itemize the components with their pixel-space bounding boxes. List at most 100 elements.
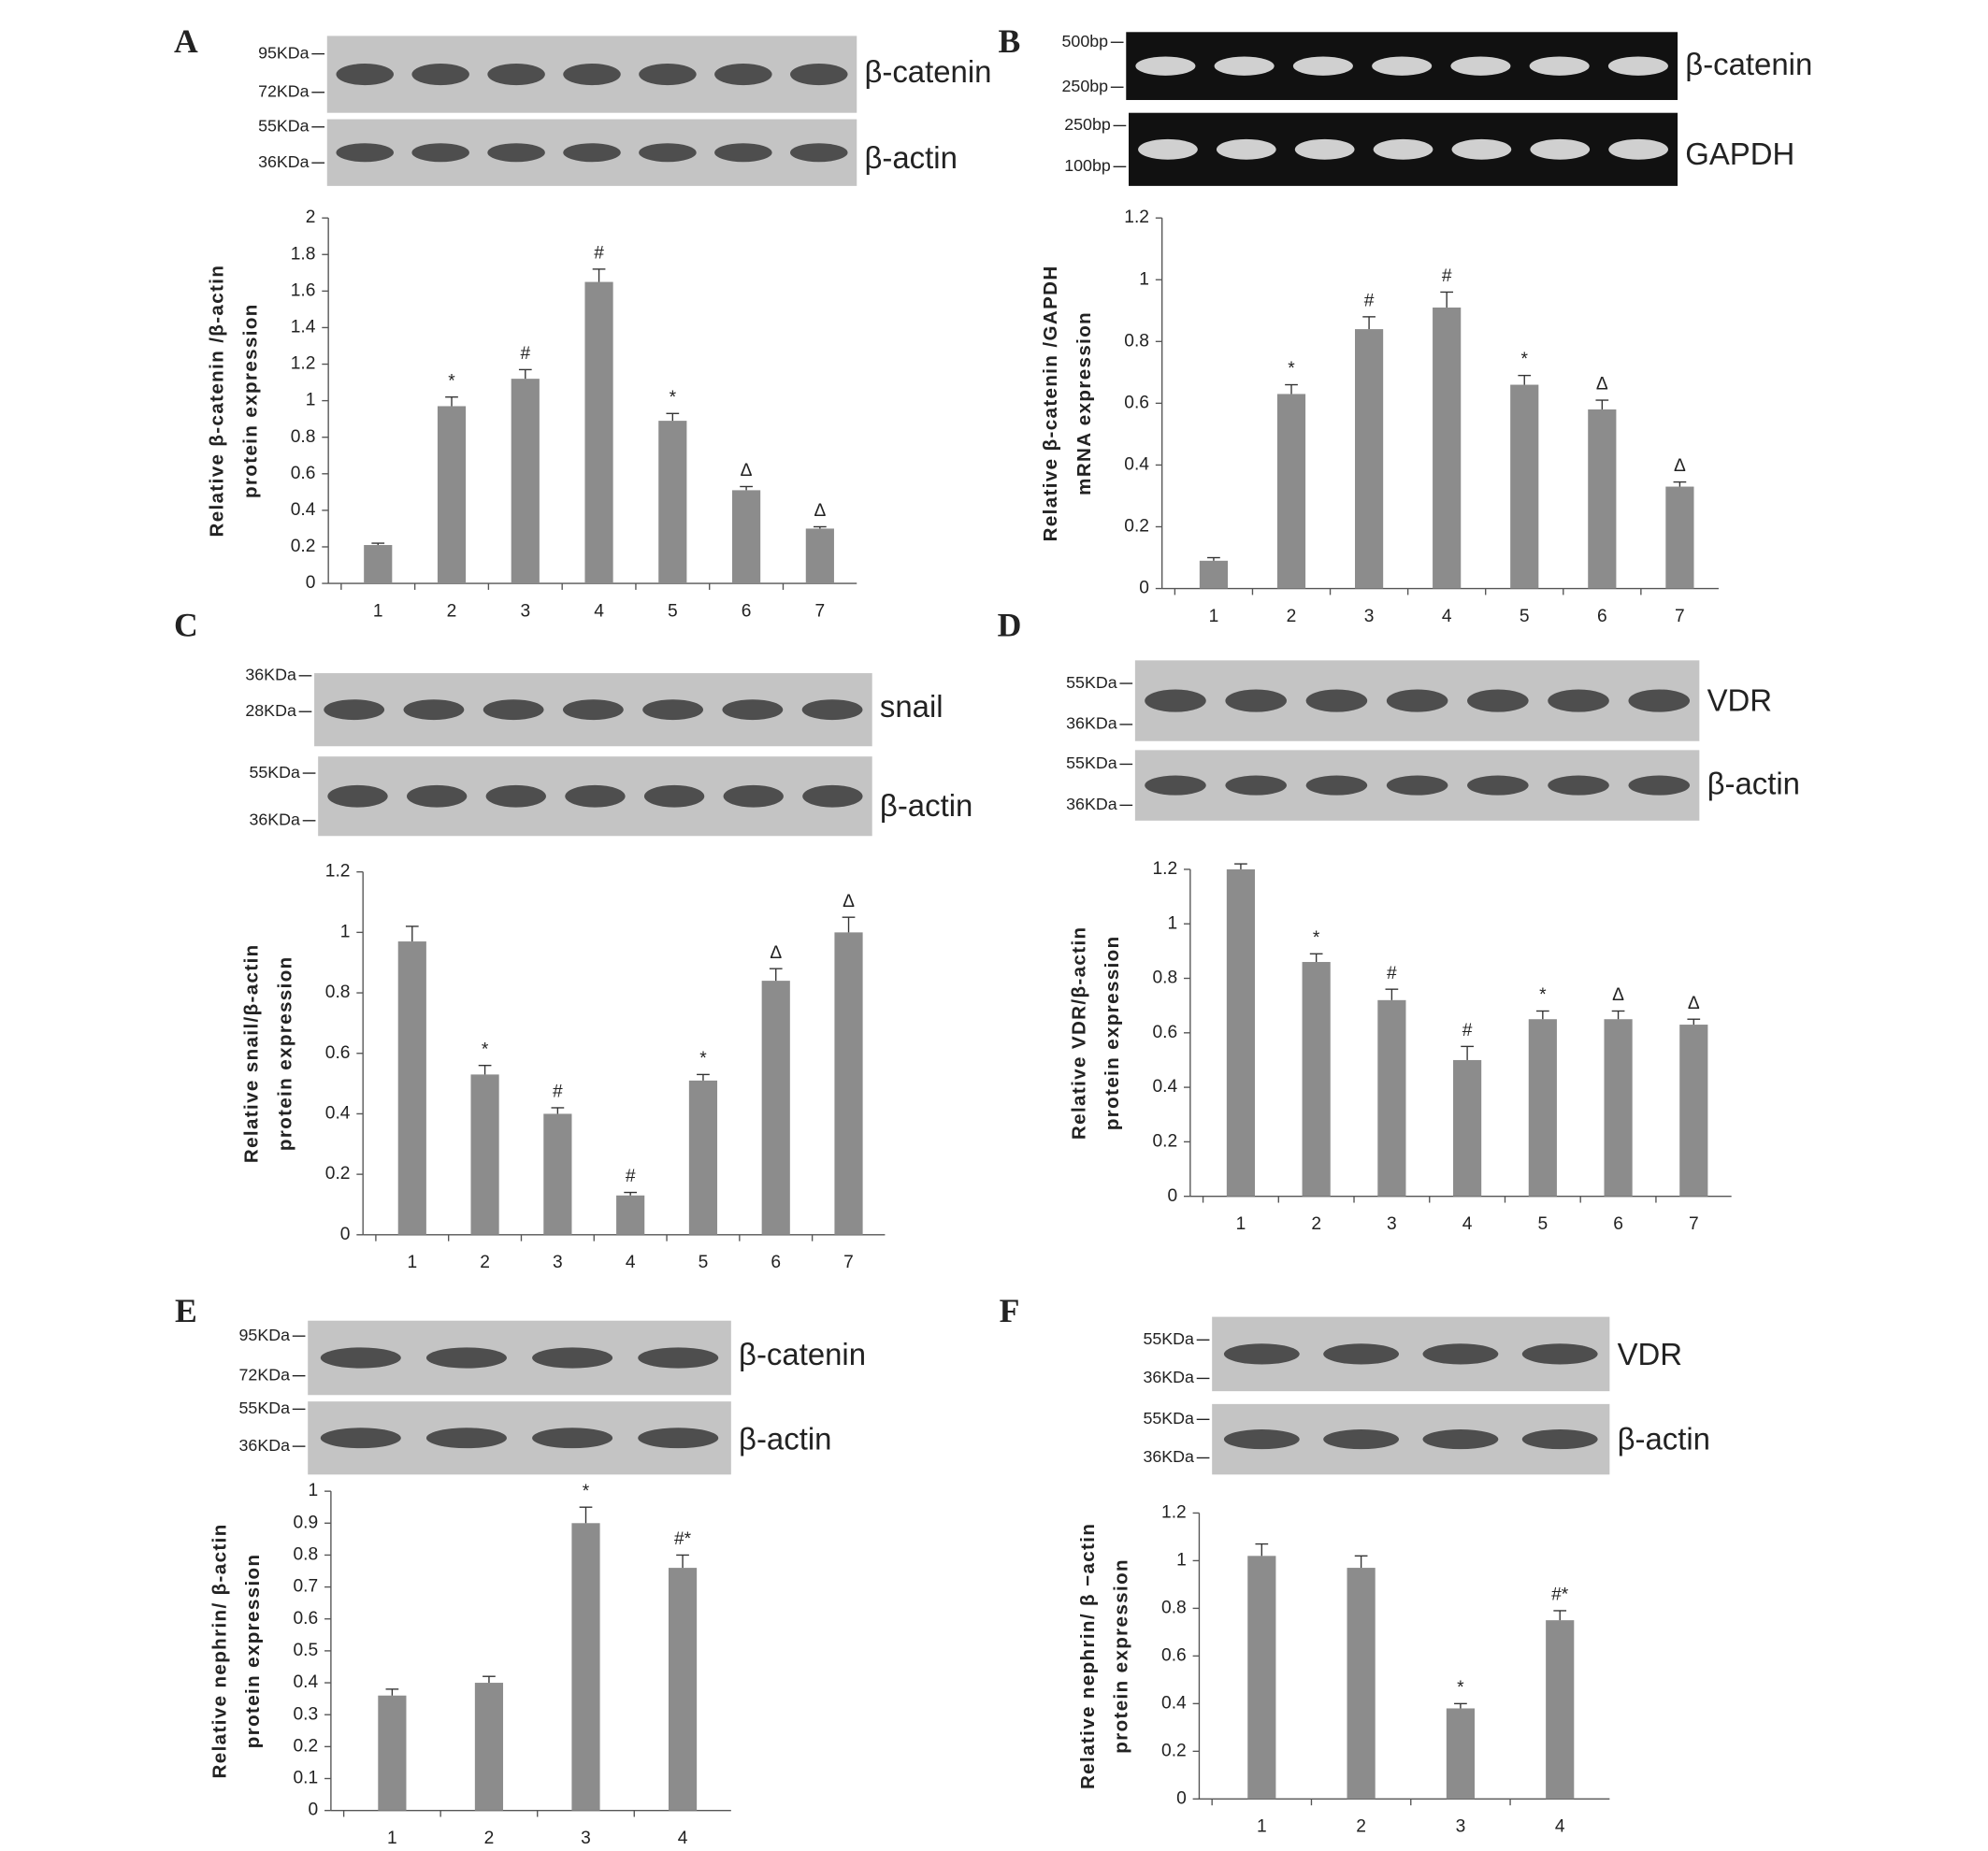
x-tick-label: 7: [815, 601, 826, 621]
blot-band: [483, 699, 544, 721]
bar: [1510, 384, 1539, 589]
blot-band: [532, 1428, 613, 1449]
bar: [1453, 1059, 1482, 1197]
blot-band: [1529, 56, 1590, 76]
blot-band: [801, 699, 863, 721]
significance-mark: #: [1387, 964, 1397, 983]
blot-band: [1223, 1429, 1300, 1450]
y-axis-label: protein expression: [1111, 1558, 1132, 1754]
blot-band: [320, 1428, 401, 1449]
bar: [571, 1523, 600, 1811]
size-marker: 100bp: [1064, 156, 1111, 175]
significance-mark: #: [520, 344, 530, 364]
blot-label: snail: [880, 689, 944, 724]
y-tick-label: 0.8: [1152, 969, 1177, 988]
bar: [1226, 868, 1256, 1197]
blot-label: VDR: [1707, 682, 1772, 717]
y-axis-label: protein expression: [1102, 935, 1123, 1130]
x-tick-label: 2: [1311, 1214, 1321, 1234]
blot-band: [1467, 775, 1529, 796]
bar: [668, 1568, 698, 1811]
y-tick-label: 0.6: [291, 464, 316, 483]
bar: [834, 932, 863, 1235]
blot-band: [1294, 138, 1355, 160]
blot-band: [1216, 138, 1276, 160]
blot-band: [327, 784, 388, 808]
size-marker: 36KDa: [249, 811, 300, 829]
bar: [1347, 1568, 1376, 1800]
size-marker: 55KDa: [249, 763, 300, 782]
y-tick-label: 0.1: [293, 1769, 318, 1788]
blot-band: [1548, 775, 1609, 796]
blot-label: β-catenin: [864, 54, 991, 89]
x-tick-label: 4: [594, 601, 604, 621]
y-tick-label: 0.8: [291, 427, 316, 447]
y-tick-label: 0.2: [1161, 1741, 1187, 1760]
y-tick-label: 1: [1167, 913, 1177, 933]
bar: [397, 941, 426, 1235]
blot-band: [565, 784, 626, 808]
size-marker: 36KDa: [1066, 795, 1117, 813]
y-axis-label: Relative β-catenin /β-actin: [207, 265, 228, 538]
blot-label: β-catenin: [1685, 47, 1812, 81]
y-tick-label: 1.2: [1161, 1503, 1187, 1523]
bar: [1276, 394, 1306, 589]
bar: [584, 281, 613, 584]
x-tick-label: 3: [1456, 1817, 1466, 1837]
significance-mark: *: [1539, 985, 1547, 1005]
y-axis-label: Relative β-catenin /GAPDH: [1040, 265, 1061, 541]
y-tick-label: 0: [340, 1225, 351, 1244]
y-tick-label: 1: [1139, 269, 1149, 289]
significance-mark: *: [482, 1040, 489, 1059]
blot-band: [1530, 138, 1591, 160]
size-marker: 55KDa: [258, 116, 310, 135]
blot-band: [1386, 689, 1448, 712]
y-tick-label: 1.8: [291, 244, 316, 264]
size-marker: 55KDa: [1143, 1329, 1194, 1348]
bar: [805, 528, 834, 584]
blot-label: GAPDH: [1685, 136, 1794, 171]
size-marker: 55KDa: [1143, 1409, 1194, 1428]
size-marker: 250bp: [1064, 115, 1111, 134]
blot-band: [403, 699, 465, 721]
blot-band: [1292, 56, 1353, 76]
blot-band: [336, 64, 394, 86]
significance-mark: *: [1457, 1678, 1464, 1698]
size-marker: 55KDa: [1066, 753, 1117, 772]
bar: [1354, 329, 1384, 589]
significance-mark: #: [1462, 1021, 1473, 1040]
blot-label: β-actin: [1618, 1421, 1710, 1456]
y-tick-label: 0.6: [1161, 1645, 1187, 1665]
panel-letter: F: [1000, 1292, 1020, 1329]
y-tick-label: 0.6: [1152, 1023, 1177, 1042]
blot-band: [563, 143, 621, 163]
bar: [378, 1695, 407, 1811]
blot-band: [638, 1428, 719, 1449]
significance-mark: Δ: [843, 892, 855, 911]
y-axis-label: mRNA expression: [1073, 311, 1095, 495]
panel-letter: E: [175, 1292, 197, 1329]
blot-band: [1450, 56, 1511, 76]
bar: [1247, 1556, 1276, 1800]
y-tick-label: 0.5: [293, 1641, 318, 1660]
y-axis-label: protein expression: [239, 303, 261, 498]
significance-mark: #: [1442, 266, 1452, 286]
blot-band: [1225, 689, 1287, 712]
blot-band: [714, 64, 772, 86]
blot-band: [324, 699, 385, 721]
panel-letter: C: [174, 606, 198, 643]
bar: [616, 1195, 645, 1235]
blot-band: [562, 699, 624, 721]
bar: [1446, 1708, 1475, 1800]
y-tick-label: 0.4: [325, 1104, 351, 1124]
significance-mark: #: [626, 1167, 636, 1186]
blot-band: [1372, 56, 1433, 76]
bar: [1604, 1019, 1633, 1197]
blot-band: [1145, 775, 1206, 796]
y-axis-label: Relative nephrin/ β-actin: [209, 1523, 230, 1778]
blot-band: [1323, 1429, 1400, 1450]
y-tick-label: 0: [1167, 1186, 1177, 1206]
y-tick-label: 1: [1176, 1551, 1187, 1571]
x-tick-label: 4: [1555, 1817, 1565, 1837]
x-tick-label: 3: [1387, 1214, 1397, 1234]
